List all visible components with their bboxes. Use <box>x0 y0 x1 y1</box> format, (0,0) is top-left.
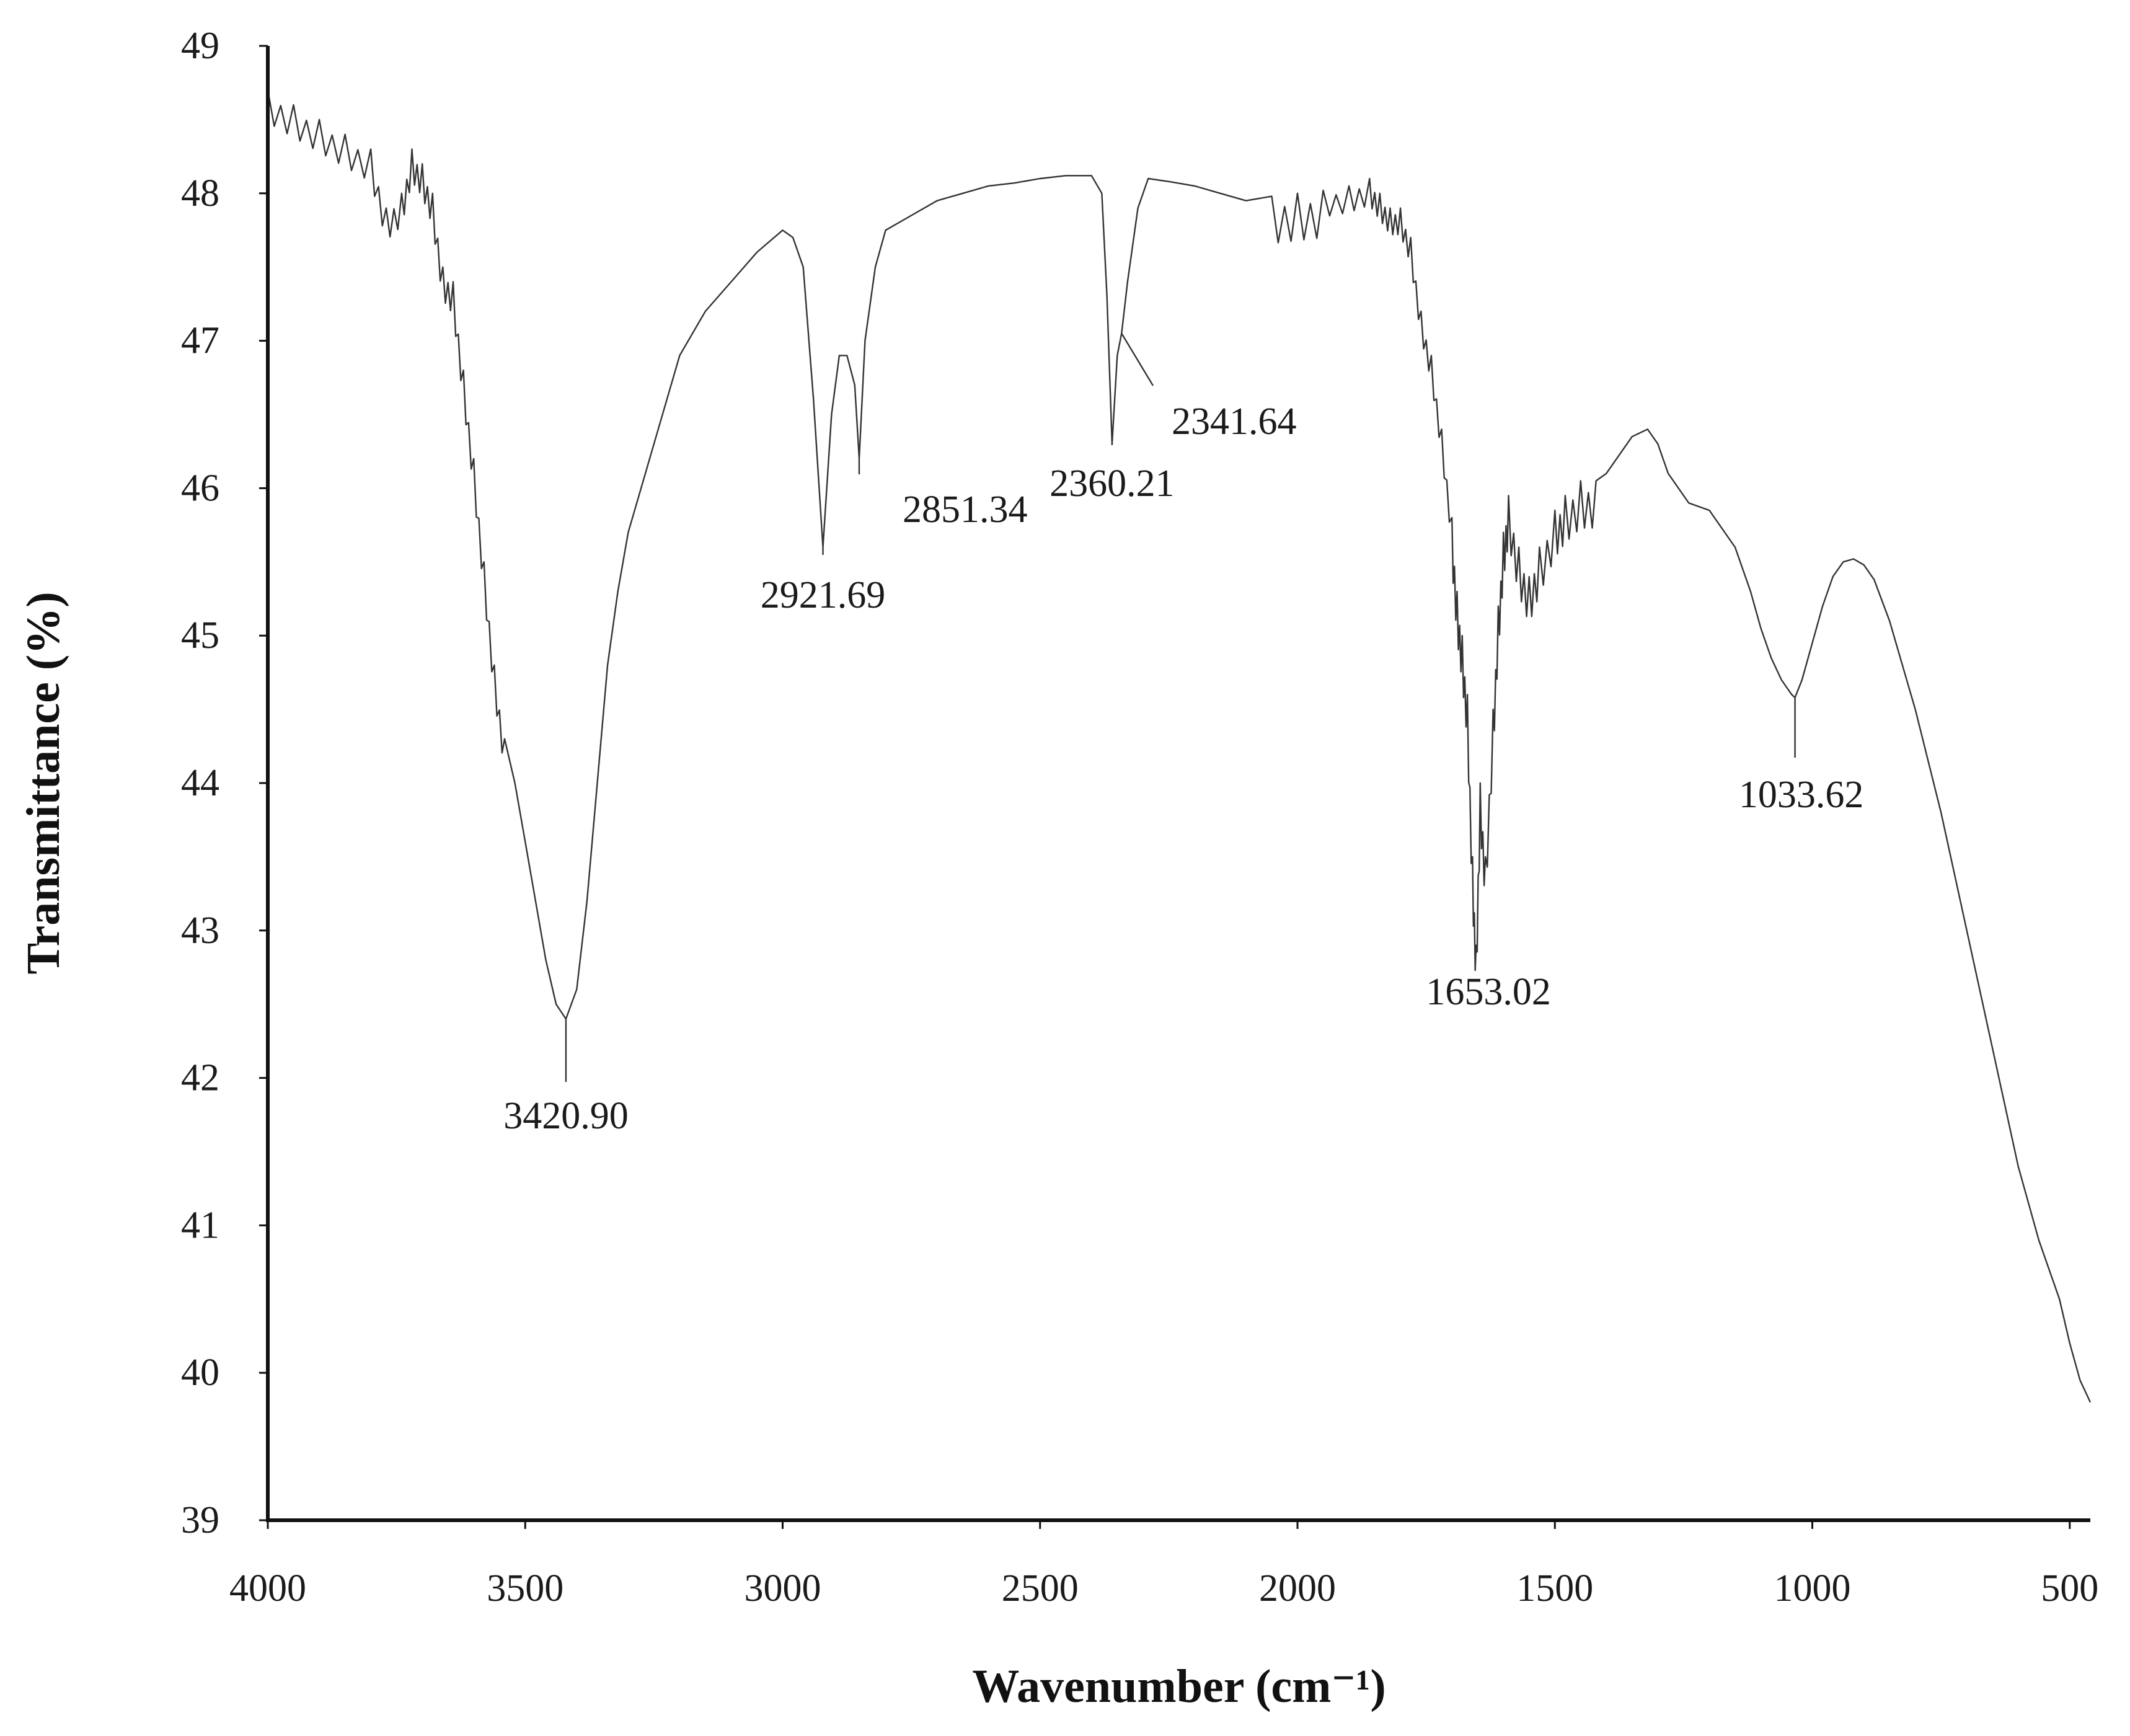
peak-label: 1033.62 <box>1739 774 1864 816</box>
y-tick-label: 44 <box>181 762 219 804</box>
x-axis-ticks: 4000 3500 3000 2500 2000 1500 1000 500 <box>229 1520 2098 1610</box>
y-axis-ticks: 39 40 41 42 43 44 45 46 47 48 49 <box>181 25 268 1541</box>
peak-label: 1653.02 <box>1426 971 1551 1013</box>
y-tick-label: 46 <box>181 467 219 509</box>
y-tick-label: 39 <box>181 1499 219 1541</box>
peak-annotations: 3420.90 2921.69 2851.34 2360.21 2341.64 1653.… <box>503 333 1864 1137</box>
y-tick-label: 40 <box>181 1352 219 1394</box>
y-tick-label: 43 <box>181 910 219 952</box>
x-tick-label: 500 <box>2041 1567 2098 1610</box>
x-tick-label: 1500 <box>1516 1567 1593 1610</box>
peak-leader-line <box>1121 333 1154 386</box>
x-tick-label: 2000 <box>1259 1567 1336 1610</box>
x-tick-label: 3500 <box>487 1567 563 1610</box>
x-tick-label: 2500 <box>1002 1567 1079 1610</box>
peak-label: 2851.34 <box>903 489 1028 531</box>
peak-label: 2360.21 <box>1050 463 1175 505</box>
x-tick-label: 4000 <box>229 1567 306 1610</box>
peak-label: 3420.90 <box>503 1095 629 1137</box>
y-axis-title: Transmittance (%) <box>17 591 69 974</box>
x-axis-title: Wavenumber (cm⁻¹) <box>972 1660 1385 1712</box>
y-tick-label: 45 <box>181 614 219 657</box>
y-tick-label: 48 <box>181 172 219 215</box>
y-tick-label: 42 <box>181 1057 219 1099</box>
spectrum-line <box>267 90 2092 1403</box>
x-tick-label: 3000 <box>745 1567 821 1610</box>
peak-label: 2341.64 <box>1172 401 1297 443</box>
x-tick-label: 1000 <box>1774 1567 1851 1610</box>
y-tick-label: 47 <box>181 320 219 362</box>
y-tick-label: 49 <box>181 25 219 67</box>
y-tick-label: 41 <box>181 1204 219 1246</box>
peak-label: 2921.69 <box>761 574 886 616</box>
